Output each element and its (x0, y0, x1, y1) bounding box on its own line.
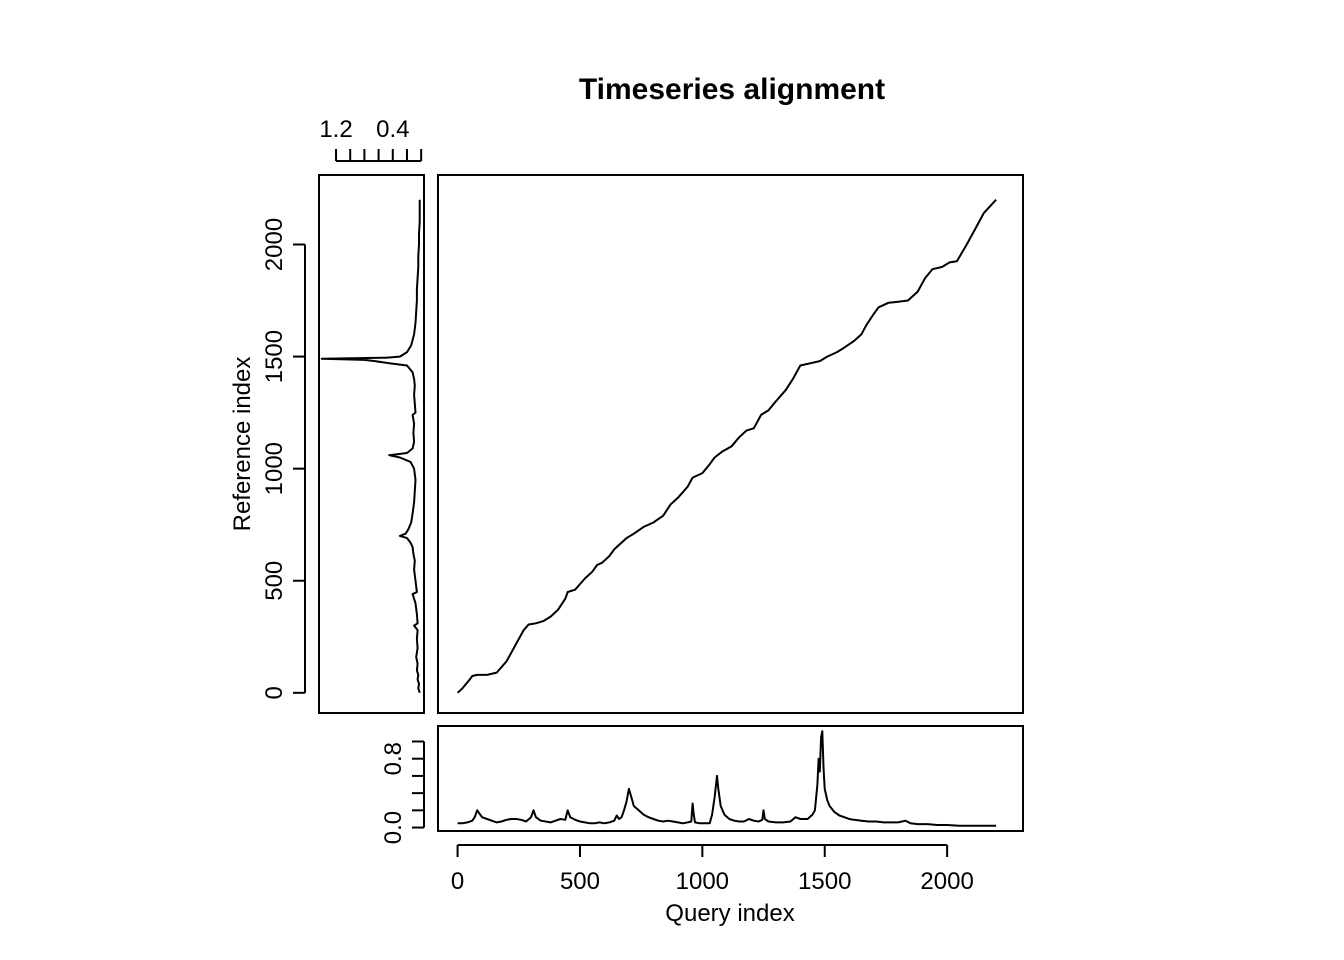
chart-title: Timeseries alignment (579, 73, 885, 106)
query-index-axis: 0 500 1000 1500 2000 (451, 844, 974, 895)
reference-index-tick-label: 2000 (261, 218, 288, 271)
reference-index-axis: 0 500 1000 1500 2000 (261, 218, 306, 700)
query-series-line (457, 730, 997, 827)
y-axis-label: Reference index (229, 357, 256, 532)
alignment-panel (437, 174, 1024, 714)
reference-value-tick-label: 0.4 (376, 116, 409, 143)
reference-value-axis: 1.2 0.4 (319, 116, 423, 162)
reference-index-tick-label: 1500 (261, 330, 288, 383)
reference-index-tick-label: 500 (261, 561, 288, 601)
reference-index-tick-label: 0 (261, 686, 288, 699)
x-tick-label: 1000 (676, 868, 729, 895)
reference-series-line (320, 199, 421, 694)
query-value-axis: 0.0 0.8 (380, 740, 425, 844)
query-y-tick-label: 0.8 (380, 742, 407, 775)
reference-value-tick-label: 1.2 (319, 116, 352, 143)
query-panel: 0.0 0.8 0 500 1000 1500 2000 (380, 725, 1024, 895)
query-y-tick-label: 0.0 (380, 811, 407, 844)
alignment-panel-frame (437, 174, 1024, 714)
query-panel-frame (437, 725, 1024, 832)
reference-index-tick-label: 1000 (261, 442, 288, 495)
reference-panel: 1.2 0.4 0 500 1000 1500 2000 (261, 116, 425, 714)
x-tick-label: 500 (560, 868, 600, 895)
x-tick-label: 2000 (920, 868, 973, 895)
x-tick-label: 1500 (798, 868, 851, 895)
alignment-path-line (456, 199, 997, 694)
reference-panel-frame (318, 174, 425, 714)
x-axis-label: Query index (665, 900, 794, 927)
x-tick-label: 0 (451, 868, 464, 895)
